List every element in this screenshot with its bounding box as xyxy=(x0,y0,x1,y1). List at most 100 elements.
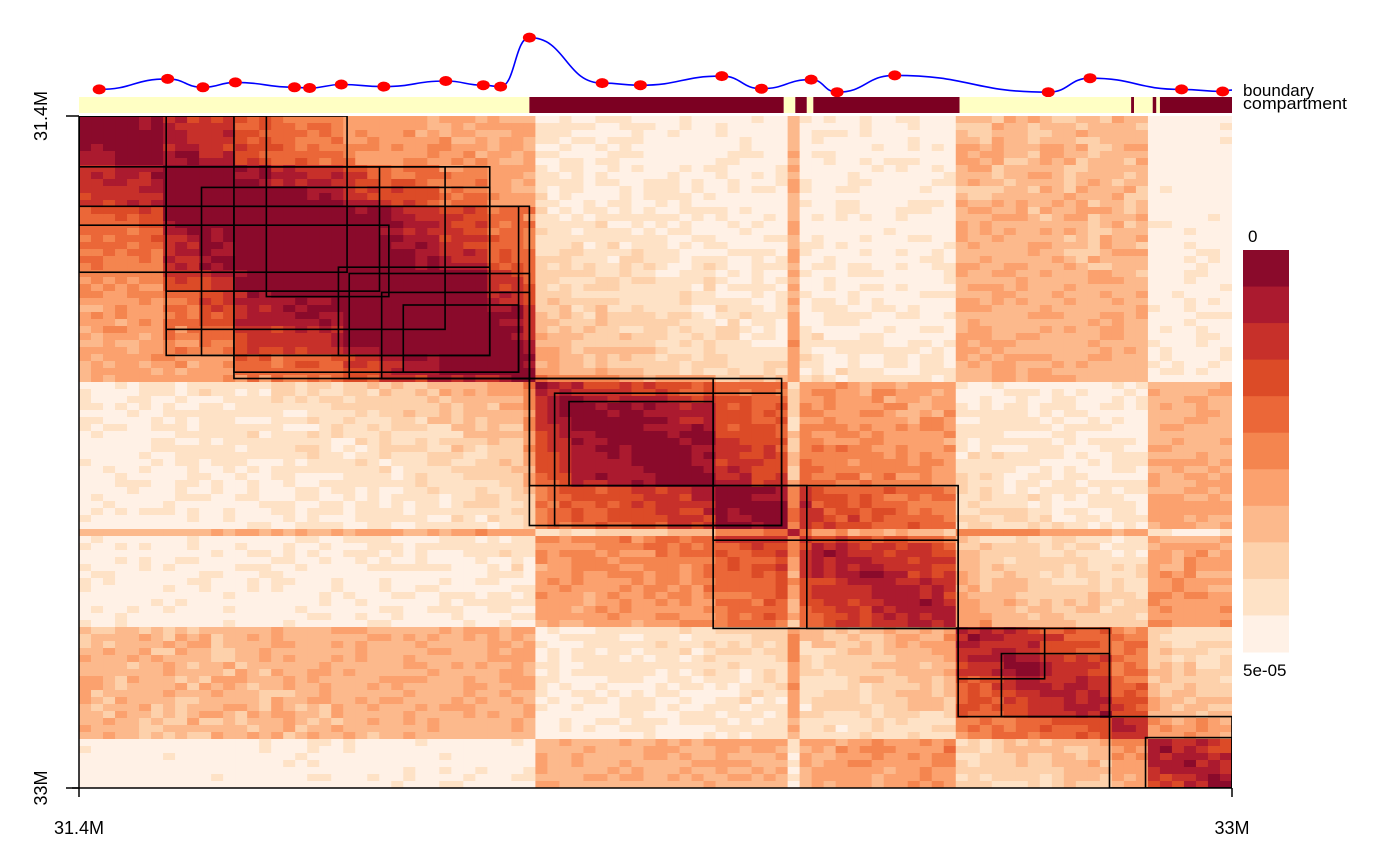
heatmap-cell xyxy=(883,368,897,376)
heatmap-cell xyxy=(715,417,729,425)
heatmap-cell xyxy=(727,249,741,257)
heatmap-cell xyxy=(283,165,296,173)
heatmap-cell xyxy=(535,221,549,229)
heatmap-cell xyxy=(235,116,248,124)
heatmap-cell xyxy=(859,221,873,229)
heatmap-cell xyxy=(1159,368,1173,376)
heatmap-cell xyxy=(487,123,500,131)
heatmap-cell xyxy=(1111,116,1125,124)
heatmap-cell xyxy=(259,137,272,145)
heatmap-cell xyxy=(703,130,717,138)
heatmap-cell xyxy=(247,284,260,292)
heatmap-cell xyxy=(847,319,861,327)
heatmap-cell xyxy=(79,319,92,327)
heatmap-cell xyxy=(1135,165,1149,173)
heatmap-cell xyxy=(1147,193,1161,201)
heatmap-cell xyxy=(79,438,92,446)
heatmap-cell xyxy=(607,368,621,376)
heatmap-cell xyxy=(919,137,933,145)
heatmap-cell xyxy=(319,137,332,145)
heatmap-cell xyxy=(319,361,332,369)
heatmap-cell xyxy=(943,431,957,439)
heatmap-cell xyxy=(1051,179,1065,187)
heatmap-cell xyxy=(1171,459,1185,467)
heatmap-cell xyxy=(955,263,969,271)
heatmap-cell xyxy=(511,403,524,411)
heatmap-cell xyxy=(199,473,212,481)
heatmap-cell xyxy=(379,193,392,201)
heatmap-cell xyxy=(619,333,633,341)
heatmap-cell xyxy=(955,319,969,327)
heatmap-cell xyxy=(199,319,212,327)
heatmap-cell xyxy=(955,459,969,467)
heatmap-cell xyxy=(631,466,645,474)
heatmap-cell xyxy=(115,438,128,446)
heatmap-cell xyxy=(1027,242,1041,250)
heatmap-cell xyxy=(895,228,909,236)
heatmap-cell xyxy=(607,298,621,306)
heatmap-cell xyxy=(1099,347,1113,355)
heatmap-cell xyxy=(175,144,188,152)
heatmap-cell xyxy=(907,228,921,236)
compartment-track xyxy=(79,97,1232,113)
heatmap-cell xyxy=(499,473,512,481)
heatmap-cell xyxy=(595,242,609,250)
heatmap-cell xyxy=(619,242,633,250)
heatmap-cell xyxy=(163,382,176,390)
heatmap-cell xyxy=(463,382,476,390)
heatmap-cell xyxy=(283,333,296,341)
heatmap-cell xyxy=(139,452,152,460)
heatmap-cell xyxy=(79,382,92,390)
heatmap-cell xyxy=(547,249,561,257)
heatmap-cell xyxy=(91,305,104,313)
heatmap-cell xyxy=(379,249,392,257)
heatmap-cell xyxy=(1003,396,1017,404)
heatmap-cell xyxy=(739,249,753,257)
heatmap-cell xyxy=(1099,382,1113,390)
heatmap-cell xyxy=(1111,249,1125,257)
heatmap-cell xyxy=(427,116,440,124)
heatmap-cell xyxy=(211,333,224,341)
heatmap-cell xyxy=(1051,354,1065,362)
heatmap-cell xyxy=(1207,249,1221,257)
heatmap-cell xyxy=(943,137,957,145)
heatmap-cell xyxy=(1123,459,1137,467)
heatmap-cell xyxy=(91,116,104,124)
heatmap-cell xyxy=(367,172,380,180)
heatmap-cell xyxy=(1123,116,1137,124)
heatmap-cell xyxy=(79,144,92,152)
heatmap-cell xyxy=(319,235,332,243)
heatmap-cell xyxy=(127,277,140,285)
heatmap-cell xyxy=(487,424,500,432)
heatmap-cell xyxy=(1063,438,1077,446)
heatmap-cell xyxy=(1039,123,1053,131)
heatmap-cell xyxy=(979,277,993,285)
heatmap-cell xyxy=(451,361,464,369)
heatmap-cell xyxy=(679,347,693,355)
heatmap-cell xyxy=(499,389,512,397)
heatmap-cell xyxy=(907,165,921,173)
heatmap-cell xyxy=(967,403,981,411)
heatmap-cell xyxy=(547,116,561,124)
heatmap-cell xyxy=(907,179,921,187)
heatmap-cell xyxy=(715,445,729,453)
heatmap-cell xyxy=(535,158,549,166)
heatmap-cell xyxy=(235,431,248,439)
heatmap-cell xyxy=(223,165,236,173)
heatmap-cell xyxy=(427,214,440,222)
heatmap-cell xyxy=(499,228,512,236)
heatmap-cell xyxy=(979,165,993,173)
heatmap-cell xyxy=(127,473,140,481)
heatmap-cell xyxy=(979,291,993,299)
heatmap-cell xyxy=(283,256,296,264)
heatmap-cell xyxy=(307,116,320,124)
heatmap-cell xyxy=(307,207,320,215)
heatmap-cell xyxy=(511,340,524,348)
heatmap-cell xyxy=(1207,165,1221,173)
heatmap-cell xyxy=(307,172,320,180)
heatmap-cell xyxy=(1207,256,1221,264)
heatmap-cell xyxy=(1219,228,1232,236)
heatmap-cell xyxy=(535,186,549,194)
heatmap-cell xyxy=(1087,340,1101,348)
heatmap-cell xyxy=(847,256,861,264)
